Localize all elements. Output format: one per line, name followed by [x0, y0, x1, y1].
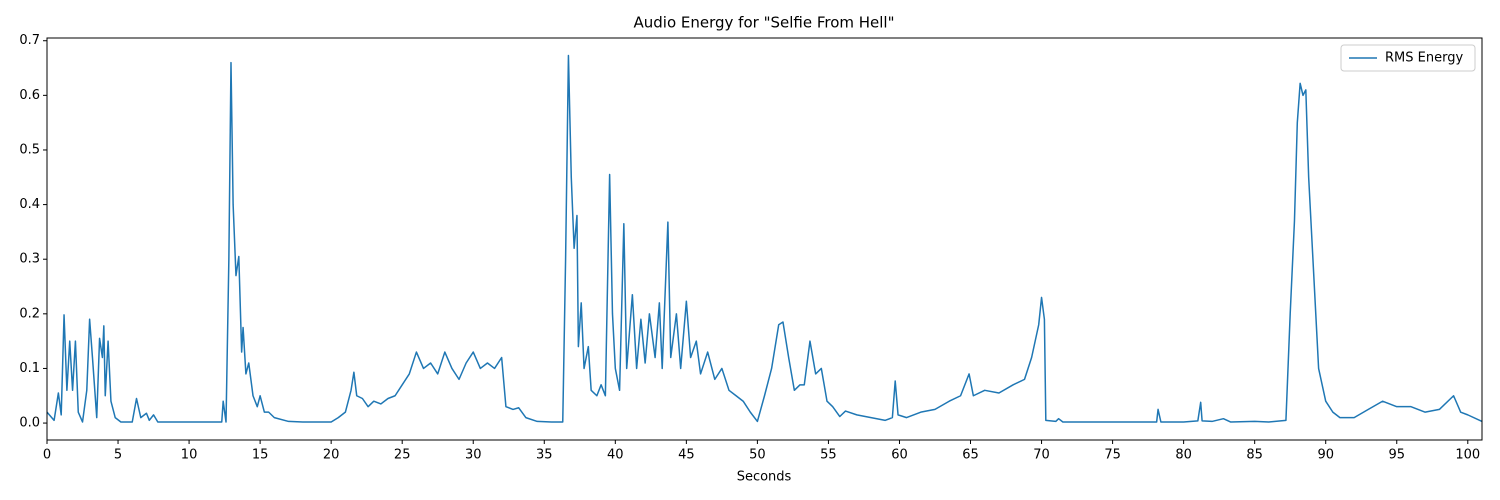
x-tick-label: 85 [1246, 448, 1263, 463]
x-tick-label: 35 [536, 448, 553, 463]
x-tick-label: 100 [1455, 448, 1480, 463]
y-tick-label: 0.3 [19, 252, 40, 267]
y-tick-label: 0.1 [19, 361, 40, 376]
x-tick-label: 45 [678, 448, 695, 463]
x-tick-label: 70 [1033, 448, 1050, 463]
x-tick-label: 65 [962, 448, 979, 463]
y-tick-label: 0.5 [19, 142, 40, 157]
plot-frame [46, 37, 1483, 441]
y-tick-label: 0.7 [19, 33, 40, 48]
x-tick-label: 75 [1104, 448, 1121, 463]
x-tick-label: 50 [749, 448, 766, 463]
chart-title: Audio Energy for "Selfie From Hell" [633, 14, 894, 32]
x-tick-label: 5 [114, 448, 122, 463]
x-tick-label: 10 [181, 448, 198, 463]
x-tick-label: 55 [820, 448, 837, 463]
x-tick-label: 20 [323, 448, 340, 463]
legend-box [1340, 44, 1476, 72]
x-tick-label: 95 [1388, 448, 1405, 463]
data-line [46, 54, 1483, 423]
x-tick-label: 0 [43, 448, 51, 463]
x-tick-label: 25 [394, 448, 411, 463]
x-tick-label: 90 [1317, 448, 1334, 463]
x-tick-label: 15 [252, 448, 269, 463]
y-tick-label: 0.6 [19, 88, 40, 103]
y-tick-label: 0.0 [19, 416, 40, 431]
x-tick-label: 80 [1175, 448, 1192, 463]
y-tick-label: 0.2 [19, 306, 40, 321]
x-tick-label: 30 [465, 448, 482, 463]
x-axis-label: Seconds [737, 470, 792, 485]
legend-label: RMS Energy [1385, 51, 1463, 66]
y-tick-label: 0.4 [19, 197, 40, 212]
x-tick-label: 60 [891, 448, 908, 463]
x-tick-label: 40 [607, 448, 624, 463]
